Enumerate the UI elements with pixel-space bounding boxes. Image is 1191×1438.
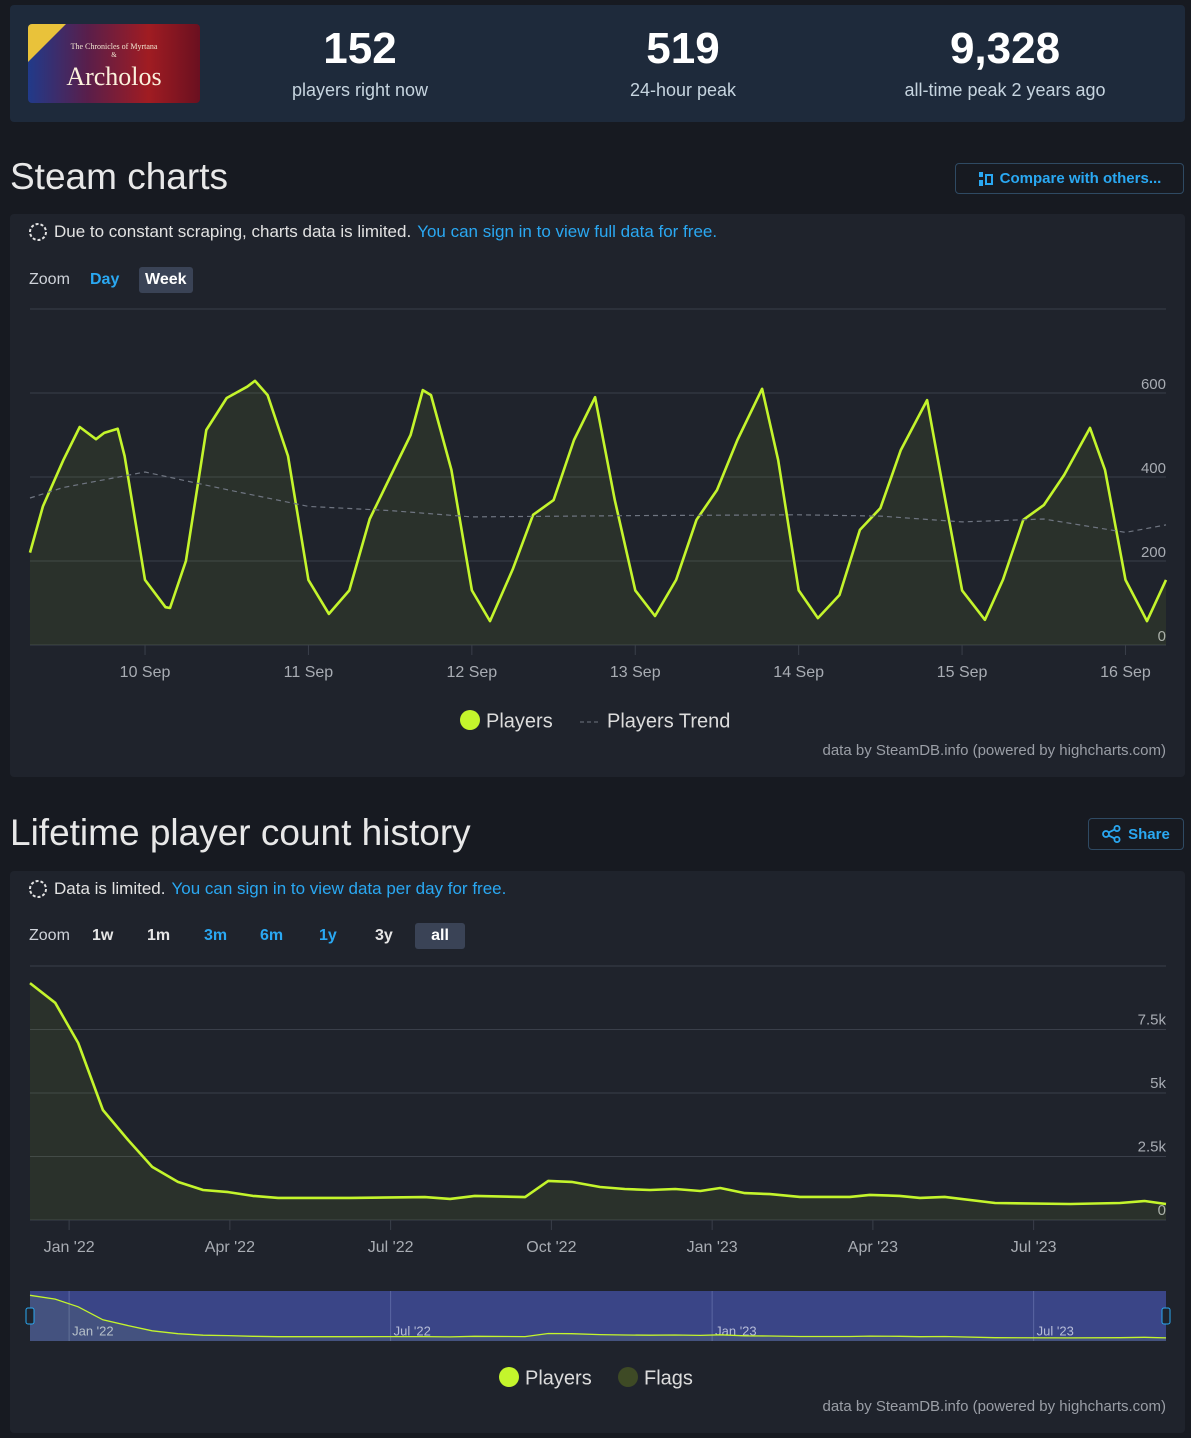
sign-in-link[interactable]: You can sign in to view data per day for… xyxy=(171,879,507,898)
stat-label: players right now xyxy=(291,80,429,100)
section-title: Lifetime player count history xyxy=(10,812,471,853)
zoom-button[interactable]: all xyxy=(415,923,465,949)
share-label: Share xyxy=(1128,825,1170,843)
stat-label: all-time peak 2 years ago xyxy=(904,80,1106,100)
limit-icon xyxy=(29,880,47,898)
compare-button[interactable]: Compare with others... xyxy=(955,163,1184,194)
badge xyxy=(28,24,66,62)
zoom-button[interactable]: 1m xyxy=(147,927,171,944)
notice: Due to constant scraping, charts data is… xyxy=(28,222,717,242)
chart-card xyxy=(10,214,1185,777)
stat-label: 24-hour peak xyxy=(629,80,737,100)
notice: Data is limited. You can sign in to view… xyxy=(28,879,506,899)
zoom-button[interactable]: 3m xyxy=(204,927,228,944)
stat-value: 152 xyxy=(323,24,397,73)
stat-value: 9,328 xyxy=(949,24,1061,73)
notice-text: Due to constant scraping, charts data is… xyxy=(54,222,412,241)
header-card xyxy=(10,5,1185,122)
zoom-button[interactable]: 3y xyxy=(375,927,393,944)
compare-icon xyxy=(978,171,993,186)
section-title: Steam charts xyxy=(10,156,228,197)
zoom-button[interactable]: Day xyxy=(90,271,120,288)
zoom-label: Zoom xyxy=(29,271,70,288)
chart-card xyxy=(10,871,1185,1433)
zoom-button[interactable]: 6m xyxy=(260,927,284,944)
sign-in-link[interactable]: You can sign in to view full data for fr… xyxy=(417,222,718,241)
share-icon xyxy=(1102,825,1121,843)
limit-icon xyxy=(29,223,47,241)
logo-subtitle: The Chronicles of Myrtana xyxy=(70,42,158,51)
share-button[interactable]: Share xyxy=(1088,818,1184,850)
game-logo: The Chronicles of Myrtana & Archolos xyxy=(28,24,200,103)
zoom-button[interactable]: Week xyxy=(139,267,193,293)
zoom-button[interactable]: 1y xyxy=(319,927,337,944)
notice-text: Data is limited. xyxy=(54,879,166,898)
zoom-button[interactable]: 1w xyxy=(92,927,114,944)
compare-label: Compare with others... xyxy=(999,170,1162,187)
stat-value: 519 xyxy=(646,24,720,73)
logo-ampersand: & xyxy=(111,51,117,59)
logo-title: Archolos xyxy=(66,62,162,91)
zoom-label: Zoom xyxy=(29,927,70,944)
